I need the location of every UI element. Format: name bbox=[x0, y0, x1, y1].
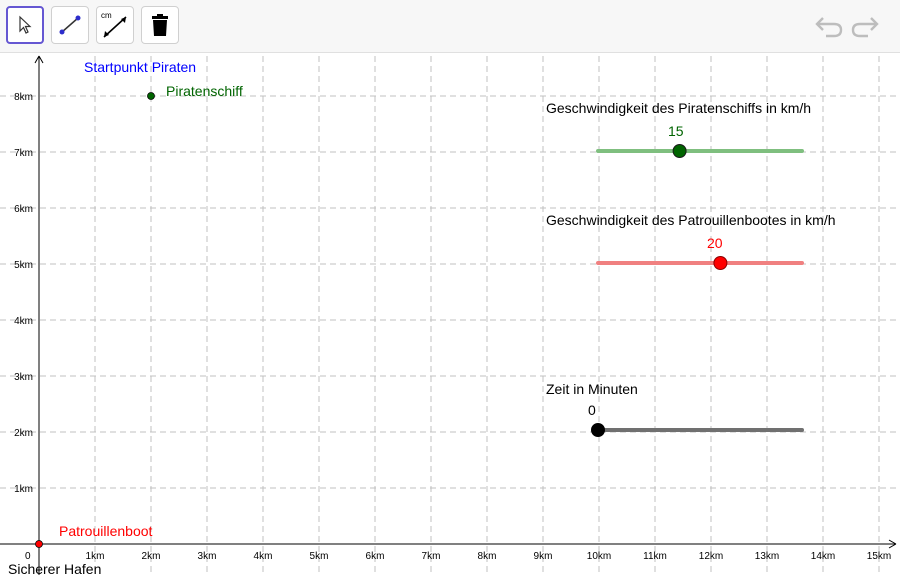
segment-icon bbox=[59, 15, 81, 35]
graphics-view[interactable]: 1km 2km 3km 4km 5km 6km 7km 8km 9km 10km 11km 12km 1… bbox=[0, 53, 900, 580]
toolbar: cm bbox=[0, 0, 900, 53]
y-tick-label: 4km bbox=[14, 316, 33, 327]
distance-unit-label: cm bbox=[101, 11, 112, 20]
patrol-speed-slider-title: Geschwindigkeit des Patrouillenbootes in… bbox=[546, 212, 836, 228]
patrol-speed-slider-knob[interactable] bbox=[713, 256, 728, 270]
time-slider-value: 0 bbox=[588, 402, 596, 418]
axes bbox=[0, 55, 897, 575]
redo-button[interactable] bbox=[850, 12, 880, 40]
x-tick-label: 4km bbox=[254, 551, 273, 562]
time-slider[interactable]: Zeit in Minuten 0 bbox=[546, 381, 804, 437]
x-tick-label: 1km bbox=[86, 551, 105, 562]
pirate-speed-slider-title: Geschwindigkeit des Piratenschiffs in km… bbox=[546, 100, 811, 116]
x-tick-label: 8km bbox=[478, 551, 497, 562]
y-tick-label: 1km bbox=[14, 484, 33, 495]
y-tick-label: 7km bbox=[14, 148, 33, 159]
patrol-speed-slider-value: 20 bbox=[707, 235, 723, 251]
pirate-ship-point[interactable] bbox=[147, 92, 155, 100]
patrol-speed-slider[interactable]: Geschwindigkeit des Patrouillenbootes in… bbox=[546, 212, 836, 270]
pirate-ship-label: Piratenschiff bbox=[166, 83, 243, 99]
trash-icon bbox=[152, 14, 168, 36]
harbor-label: Sicherer Hafen bbox=[8, 561, 101, 577]
y-tick-labels: 1km 2km 3km 4km 5km 6km 7km 8km bbox=[14, 92, 33, 495]
grid bbox=[0, 56, 896, 575]
pirate-start-label: Startpunkt Piraten bbox=[84, 59, 196, 75]
x-tick-label: 7km bbox=[422, 551, 441, 562]
x-tick-label: 13km bbox=[755, 551, 779, 562]
pirate-speed-slider[interactable]: Geschwindigkeit des Piratenschiffs in km… bbox=[546, 100, 811, 158]
x-axis-arrow bbox=[888, 539, 897, 549]
y-tick-label: 3km bbox=[14, 372, 33, 383]
undo-button[interactable] bbox=[814, 12, 844, 40]
x-tick-label: 6km bbox=[366, 551, 385, 562]
y-tick-label: 2km bbox=[14, 428, 33, 439]
y-tick-label: 5km bbox=[14, 260, 33, 271]
segment-tool-button[interactable] bbox=[51, 6, 89, 44]
arrow-pointer-icon bbox=[19, 15, 32, 34]
x-tick-label: 9km bbox=[534, 551, 553, 562]
x-tick-label: 5km bbox=[310, 551, 329, 562]
y-axis-arrow bbox=[34, 55, 44, 64]
pirate-speed-slider-knob[interactable] bbox=[672, 144, 687, 158]
x-tick-label: 14km bbox=[811, 551, 835, 562]
delete-tool-button[interactable] bbox=[141, 6, 179, 44]
redo-icon bbox=[851, 17, 879, 38]
x-tick-labels: 1km 2km 3km 4km 5km 6km 7km 8km 9km 10km 11km 12km 1… bbox=[86, 551, 892, 562]
x-tick-label: 10km bbox=[587, 551, 611, 562]
distance-tool-button[interactable]: cm bbox=[96, 6, 134, 44]
move-tool-button[interactable] bbox=[6, 6, 44, 44]
time-slider-title: Zeit in Minuten bbox=[546, 381, 638, 397]
time-slider-knob[interactable] bbox=[591, 423, 605, 437]
origin-label: 0 bbox=[25, 551, 31, 562]
x-tick-label: 2km bbox=[142, 551, 161, 562]
pirate-speed-slider-value: 15 bbox=[668, 123, 684, 139]
undo-icon bbox=[815, 17, 843, 38]
x-tick-label: 15km bbox=[867, 551, 891, 562]
x-tick-label: 11km bbox=[643, 551, 667, 562]
y-tick-label: 8km bbox=[14, 92, 33, 103]
patrol-boat-point[interactable] bbox=[35, 540, 43, 548]
distance-cm-icon: cm bbox=[101, 11, 127, 38]
patrol-boat-label: Patrouillenboot bbox=[59, 523, 153, 539]
x-tick-label: 12km bbox=[699, 551, 723, 562]
y-tick-label: 6km bbox=[14, 204, 33, 215]
x-tick-label: 3km bbox=[198, 551, 217, 562]
